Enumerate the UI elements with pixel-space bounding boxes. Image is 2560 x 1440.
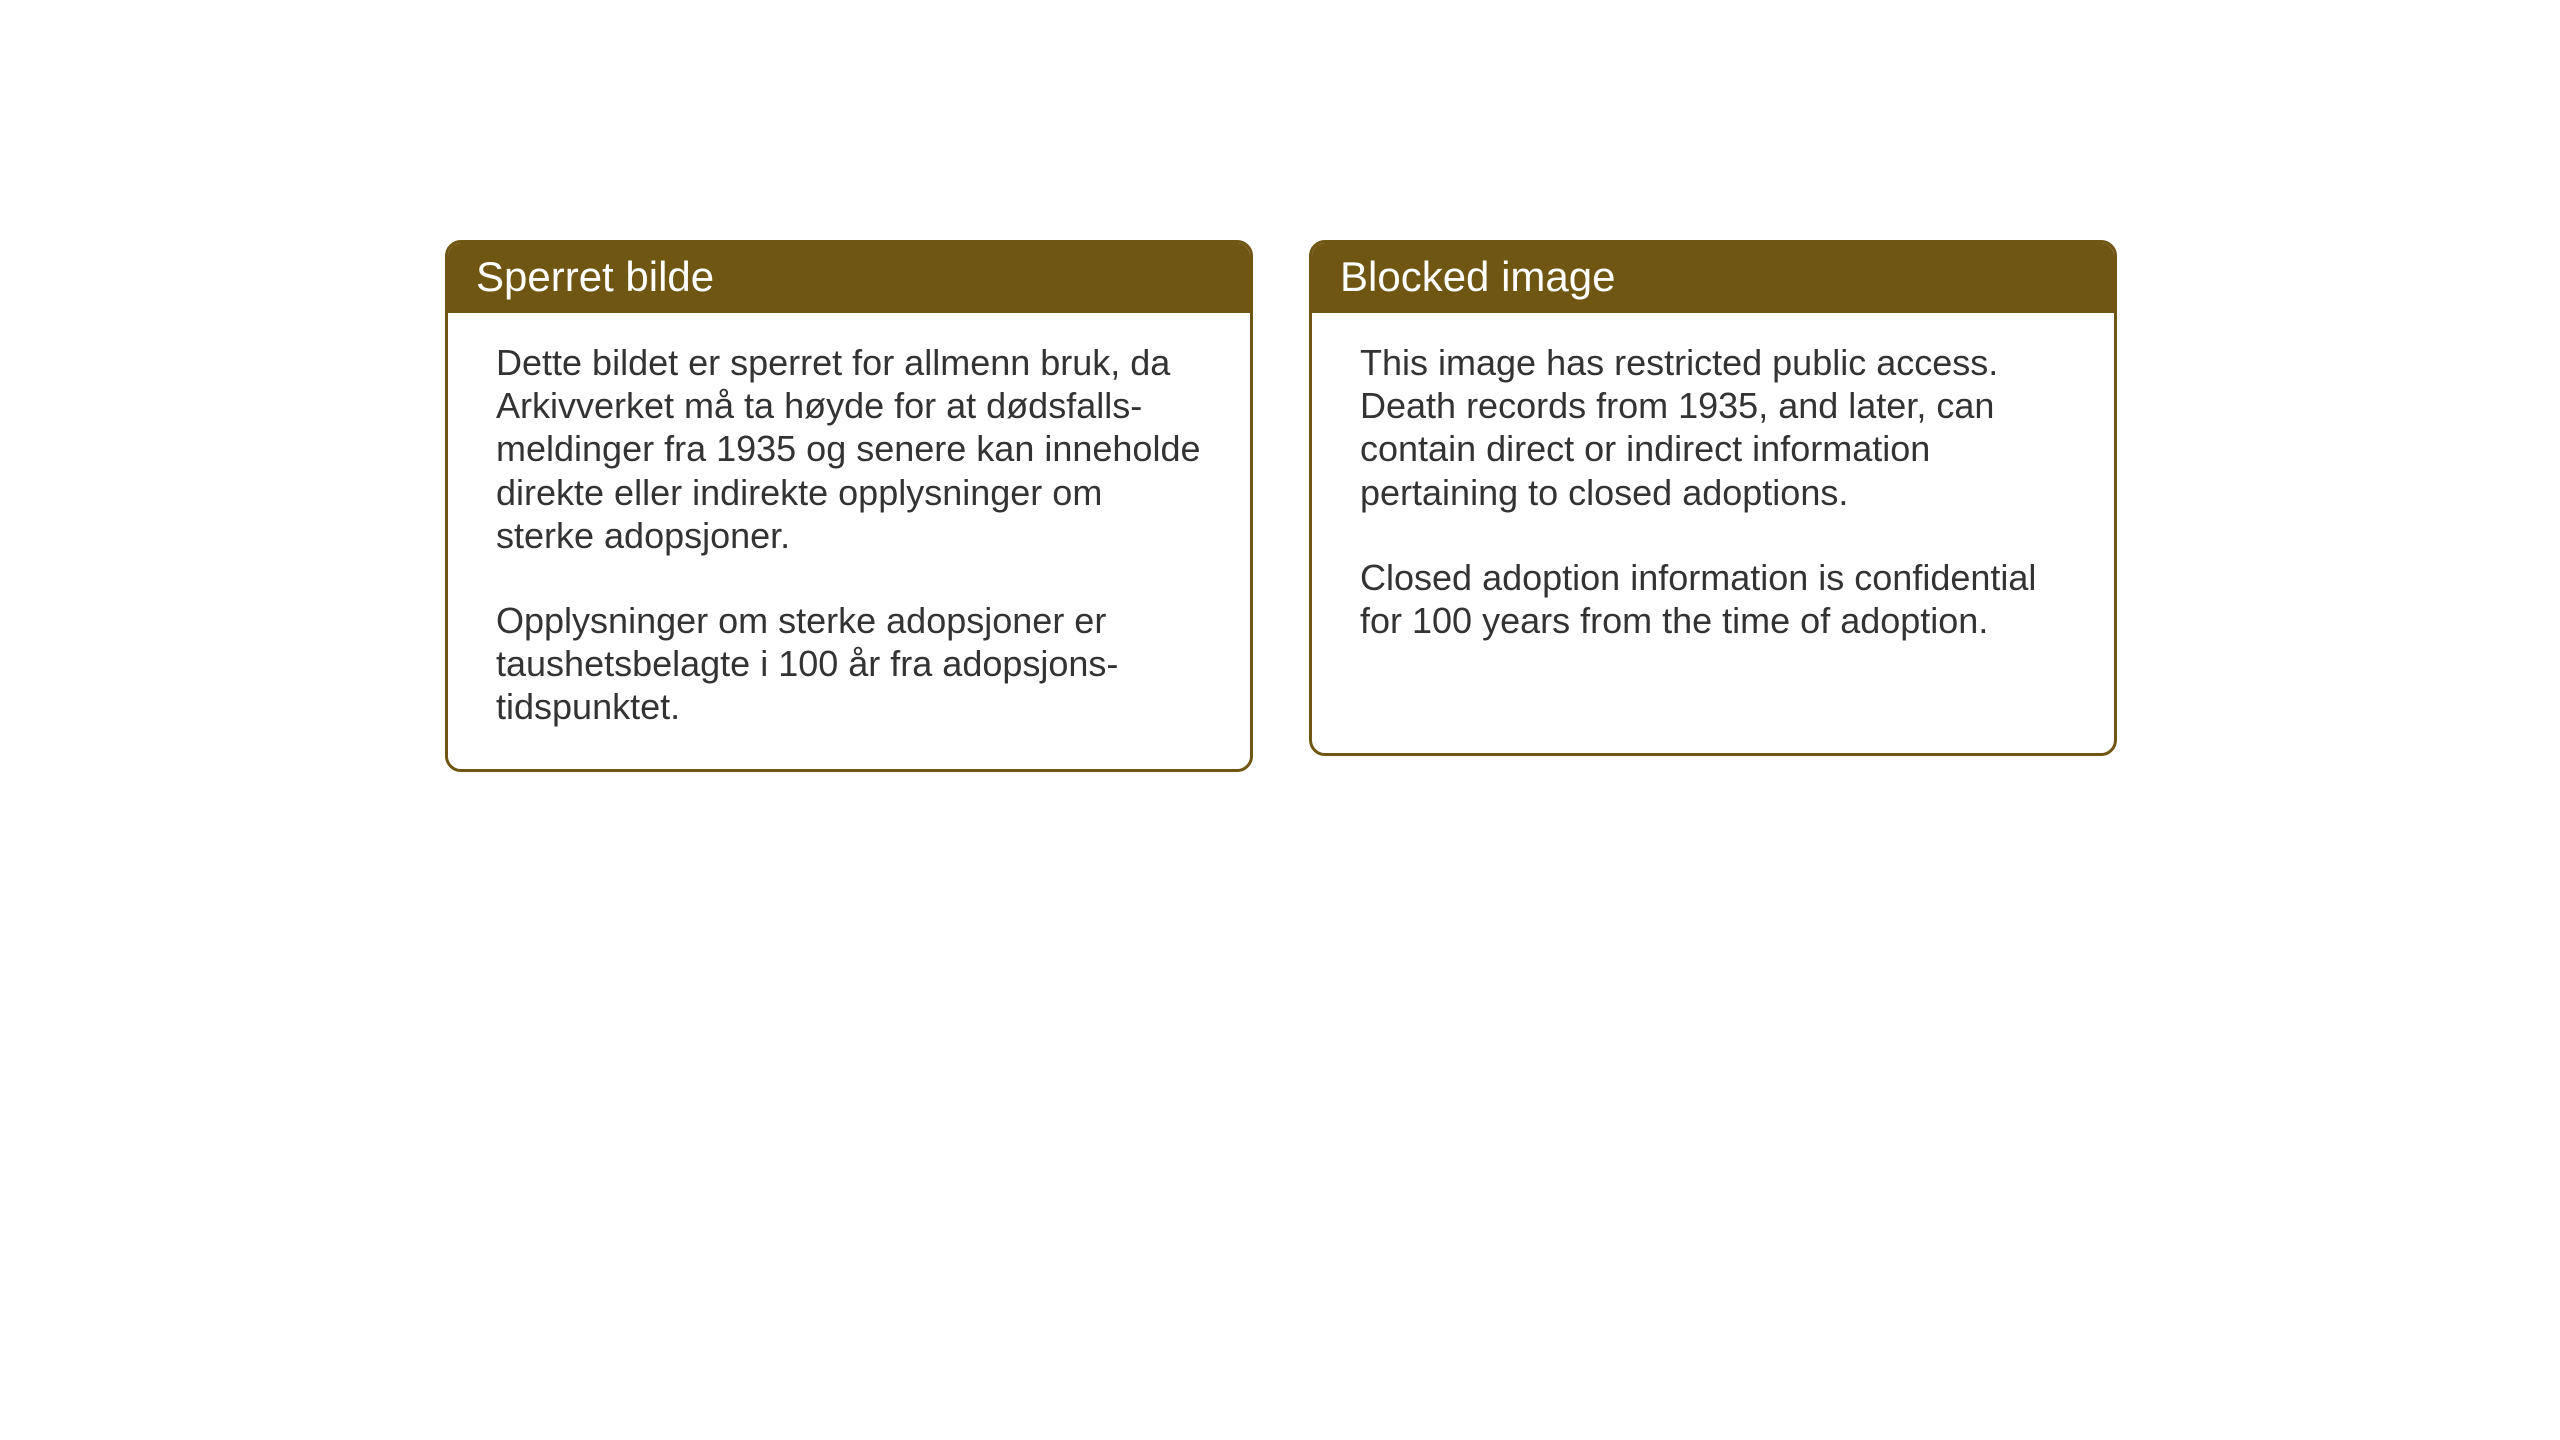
notice-header-norwegian: Sperret bilde <box>448 243 1250 313</box>
notice-container: Sperret bilde Dette bildet er sperret fo… <box>445 240 2117 772</box>
notice-card-english: Blocked image This image has restricted … <box>1309 240 2117 756</box>
notice-body-english: This image has restricted public access.… <box>1312 313 2114 682</box>
notice-paragraph: Closed adoption information is confident… <box>1360 556 2066 642</box>
notice-paragraph: This image has restricted public access.… <box>1360 341 2066 514</box>
notice-header-english: Blocked image <box>1312 243 2114 313</box>
notice-card-norwegian: Sperret bilde Dette bildet er sperret fo… <box>445 240 1253 772</box>
notice-paragraph: Opplysninger om sterke adopsjoner er tau… <box>496 599 1202 729</box>
notice-paragraph: Dette bildet er sperret for allmenn bruk… <box>496 341 1202 557</box>
notice-body-norwegian: Dette bildet er sperret for allmenn bruk… <box>448 313 1250 769</box>
